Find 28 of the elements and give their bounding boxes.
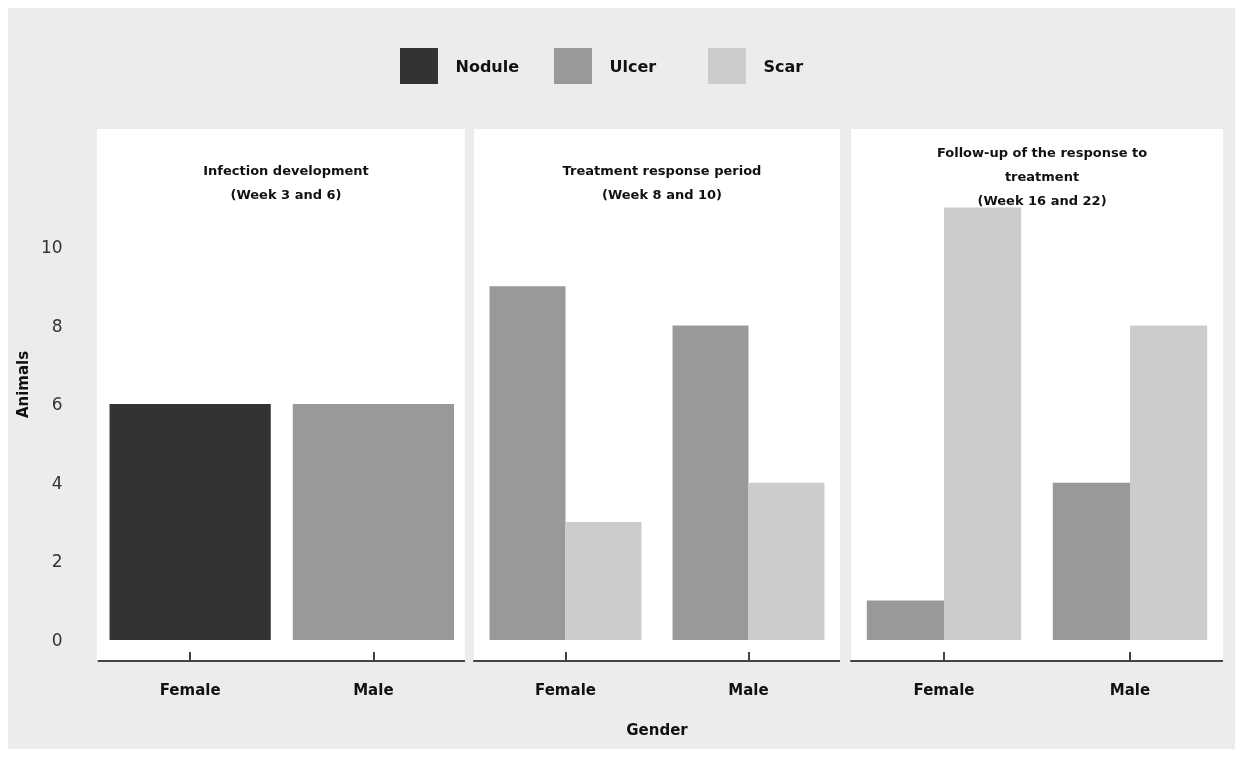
- legend-label: Nodule: [455, 56, 521, 76]
- text: Infection development (Week 3 and 6): [203, 162, 369, 202]
- bar: [489, 286, 566, 640]
- x-tick-label: Female: [913, 681, 975, 700]
- y-tick-label: 8: [51, 315, 63, 336]
- x-tick-label: Female: [159, 681, 221, 700]
- x-tick-label: Female: [535, 681, 596, 700]
- bar: [748, 482, 825, 640]
- text: Follow-up of the response to treatment (Week 16 and 22): [936, 144, 1148, 208]
- x-tick-label: Male: [1109, 681, 1151, 700]
- text: Treatment response period (Week 8 and 10): [562, 162, 762, 202]
- y-tick-label: 2: [51, 551, 63, 572]
- bar: [672, 325, 749, 640]
- legend-label: Ulcer: [609, 56, 658, 76]
- bar: [866, 600, 944, 640]
- legend-label: Scar: [763, 56, 805, 76]
- y-tick-label: 4: [51, 472, 63, 493]
- y-axis-title: Animals: [13, 350, 32, 419]
- y-tick-label: 10: [40, 236, 63, 257]
- x-tick-label: Male: [353, 681, 394, 700]
- bar: [565, 522, 642, 640]
- x-axis-title: Gender: [626, 721, 689, 740]
- bar: [944, 207, 1022, 640]
- bar: [1052, 482, 1130, 640]
- bar: [1130, 325, 1208, 640]
- y-tick-label: 6: [51, 394, 63, 415]
- x-tick-label: Male: [728, 681, 769, 700]
- y-tick-label: 0: [51, 629, 63, 650]
